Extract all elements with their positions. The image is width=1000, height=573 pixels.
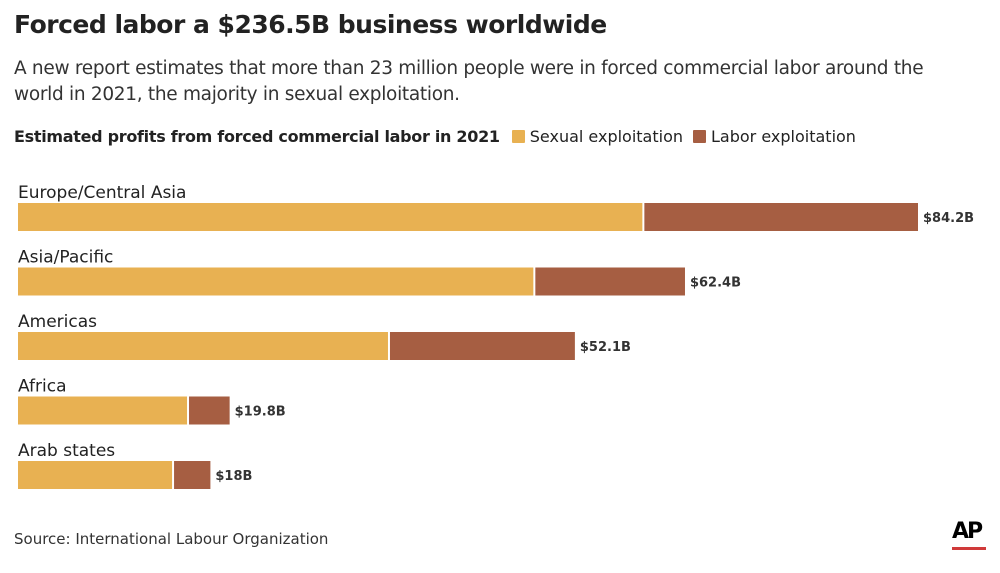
legend: Estimated profits from forced commercial… xyxy=(14,127,866,146)
legend-swatch xyxy=(693,130,707,143)
bar-sexual xyxy=(18,396,188,425)
legend-item-labor: Labor exploitation xyxy=(693,127,856,146)
bar-labor xyxy=(644,203,918,231)
bar-sexual xyxy=(18,332,388,360)
legend-swatch xyxy=(511,130,525,143)
bar-labor xyxy=(174,461,211,489)
bar-sexual xyxy=(18,267,534,296)
bar-labor xyxy=(189,396,230,425)
total-label: $52.1B xyxy=(580,340,631,355)
total-label: $84.2B xyxy=(923,211,974,226)
legend-title: Estimated profits from forced commercial… xyxy=(14,127,500,146)
legend-item-sexual: Sexual exploitation xyxy=(511,127,684,146)
category-label: Asia/Pacific xyxy=(18,248,113,268)
total-label: $18B xyxy=(215,469,252,484)
bar-sexual xyxy=(18,203,643,231)
bar-labor xyxy=(535,267,685,296)
total-label: $19.8B xyxy=(235,405,286,420)
category-label: Africa xyxy=(18,377,67,397)
ap-logo: AP xyxy=(952,521,986,550)
bar-labor xyxy=(389,332,575,360)
chart-title: Forced labor a $236.5B business worldwid… xyxy=(14,10,607,39)
category-label: Arab states xyxy=(18,441,115,461)
legend-label: Sexual exploitation xyxy=(529,127,684,146)
total-label: $62.4B xyxy=(690,276,741,291)
source-note: Source: International Labour Organizatio… xyxy=(14,530,329,548)
category-label: Europe/Central Asia xyxy=(18,183,186,203)
bar-sexual xyxy=(18,461,173,489)
chart-subtitle: A new report estimates that more than 23… xyxy=(14,58,924,105)
legend-label: Labor exploitation xyxy=(711,127,856,146)
category-label: Americas xyxy=(18,312,97,332)
bar-chart: Europe/Central Asia $84.2B Asia/Pacific $62… xyxy=(18,183,974,489)
